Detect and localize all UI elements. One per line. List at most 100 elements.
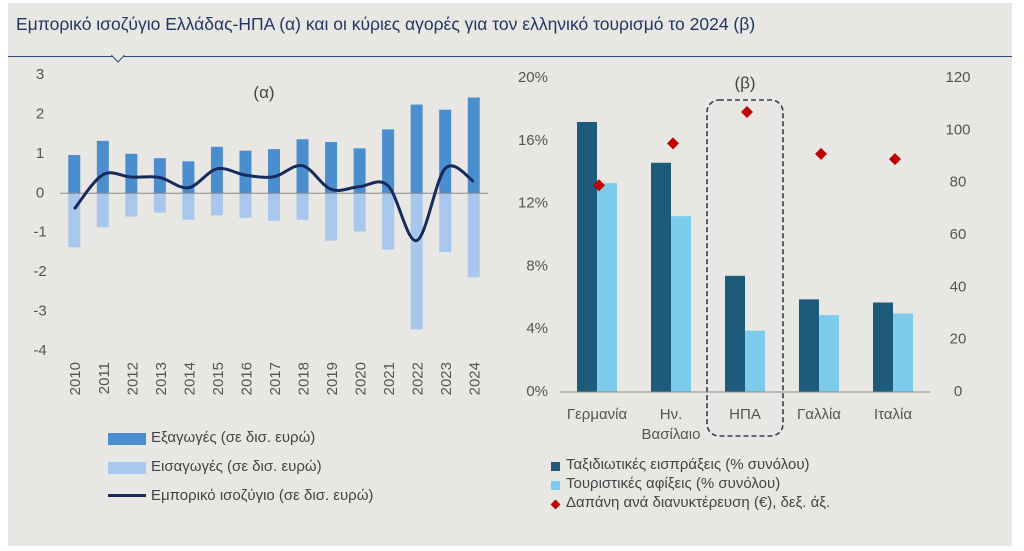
x-tick-label-a: 2016 [238,362,255,395]
y2-tick-label-b: 0 [954,383,962,400]
legend-label-arrivals: Τουριστικές αφίξεις (% συνόλου) [566,475,781,492]
y-tick-label-a: -2 [33,263,46,280]
y-tick-label-b: 8% [526,257,548,274]
x-tick-label-a: 2014 [181,362,198,395]
x-tick-label-a: 2017 [267,362,284,395]
x-tick-label-a: 2021 [381,362,398,395]
arrivals-bar [819,315,839,392]
y2-tick-label-b: 40 [950,278,967,295]
x-tick-label-b: Ην. [660,406,683,423]
y-tick-label-b: 16% [518,132,548,149]
x-tick-label-b: Βασίλαιο [642,426,701,443]
x-tick-label-a: 2023 [438,362,455,395]
y-tick-label-a: -1 [33,224,46,241]
exports-bar [410,104,423,194]
imports-bar [410,193,423,330]
panel-label-b: (β) [734,73,755,92]
highlight-box-usa [706,99,784,437]
receipts-bar [725,275,745,392]
imports-bar [210,193,223,216]
y-tick-label-a: -3 [33,303,46,320]
imports-bar [353,193,366,232]
y-tick-label-a: 1 [36,145,44,162]
x-tick-label-a: 2015 [210,362,227,395]
exports-bar [268,149,280,194]
legend-swatch-receipts [551,462,560,471]
spending-marker [741,106,753,119]
y-tick-label-b: 0% [526,383,548,400]
imports-bar [153,193,166,213]
y-tick-label-a: 2 [36,105,44,122]
x-tick-label-a: 2018 [296,362,313,395]
x-tick-label-a: 2011 [96,362,113,394]
exports-bar [96,140,109,194]
imports-bar [382,193,395,250]
spending-marker [667,137,679,150]
imports-bar [239,193,252,218]
x-tick-label-a: 2020 [353,362,370,395]
imports-bar [182,193,195,220]
legend-label-spending: Δαπάνη ανά διανυκτέρευση (€), δεξ. άξ. [566,494,831,511]
arrivals-bar [893,313,913,392]
x-tick-label-a: 2010 [67,362,84,395]
legend-label-imports: Εισαγωγές (σε δισ. ευρώ) [151,458,322,475]
imports-bar [268,193,280,221]
y-tick-label-b: 20% [518,69,548,86]
x-tick-label-a: 2024 [467,362,484,395]
exports-bar [68,155,81,194]
exports-bar [325,142,338,194]
imports-bar [325,193,338,241]
x-tick-label-b: Γαλλία [797,406,841,423]
x-tick-label-b: ΗΠΑ [729,406,761,423]
legend-swatch-arrivals [551,481,560,490]
arrivals-bar [745,330,765,392]
arrivals-bar [597,183,617,392]
chart-frame [8,3,1012,546]
exports-bar [439,109,452,194]
y-tick-label-a: -4 [33,342,46,359]
y2-tick-label-b: 100 [945,121,970,138]
imports-bar [96,193,109,228]
title-divider [8,56,1012,57]
panel-label-a: (α) [253,83,274,102]
exports-bar [382,129,395,194]
y-tick-label-a: 0 [36,184,44,201]
exports-bar [125,153,138,194]
spending-marker [815,147,827,160]
spending-marker [593,179,605,192]
exports-bar [153,158,166,194]
exports-bar [239,150,252,194]
legend-swatch-exports [108,433,146,445]
x-tick-label-a: 2019 [324,362,341,395]
receipts-bar [577,121,597,393]
receipts-bar [873,302,893,392]
y-tick-label-b: 4% [526,320,548,337]
y2-tick-label-b: 120 [945,69,970,86]
legend-label-balance: Εμπορικό ισοζύγιο (σε δισ. ευρώ) [151,487,374,504]
exports-bar [353,148,366,194]
y-tick-label-b: 12% [518,195,548,212]
spending-marker [889,153,901,166]
legend-swatch-imports [108,462,146,474]
y-tick-label-a: 3 [36,66,44,83]
x-tick-label-a: 2022 [410,362,427,395]
receipts-bar [799,299,819,392]
y2-tick-label-b: 60 [950,226,967,243]
imports-bar [467,193,480,278]
legend-swatch-balance [108,494,146,497]
imports-bar [439,193,452,253]
imports-bar [296,193,309,220]
arrivals-bar [671,216,691,392]
chart-title: Εμπορικό ισοζύγιο Ελλάδας-ΗΠΑ (α) και οι… [16,14,756,34]
x-tick-label-a: 2012 [124,362,141,395]
balance-line [73,163,475,243]
imports-bar [125,193,138,217]
exports-bar [467,97,480,194]
x-tick-label-b: Ιταλία [874,406,912,423]
x-tick-label-b: Γερμανία [567,406,628,423]
legend-label-exports: Εξαγωγές (σε δισ. ευρώ) [151,429,316,446]
x-tick-label-a: 2013 [153,362,170,395]
receipts-bar [651,162,671,392]
legend-label-receipts: Ταξιδιωτικές εισπράξεις (% συνόλου) [566,456,810,473]
